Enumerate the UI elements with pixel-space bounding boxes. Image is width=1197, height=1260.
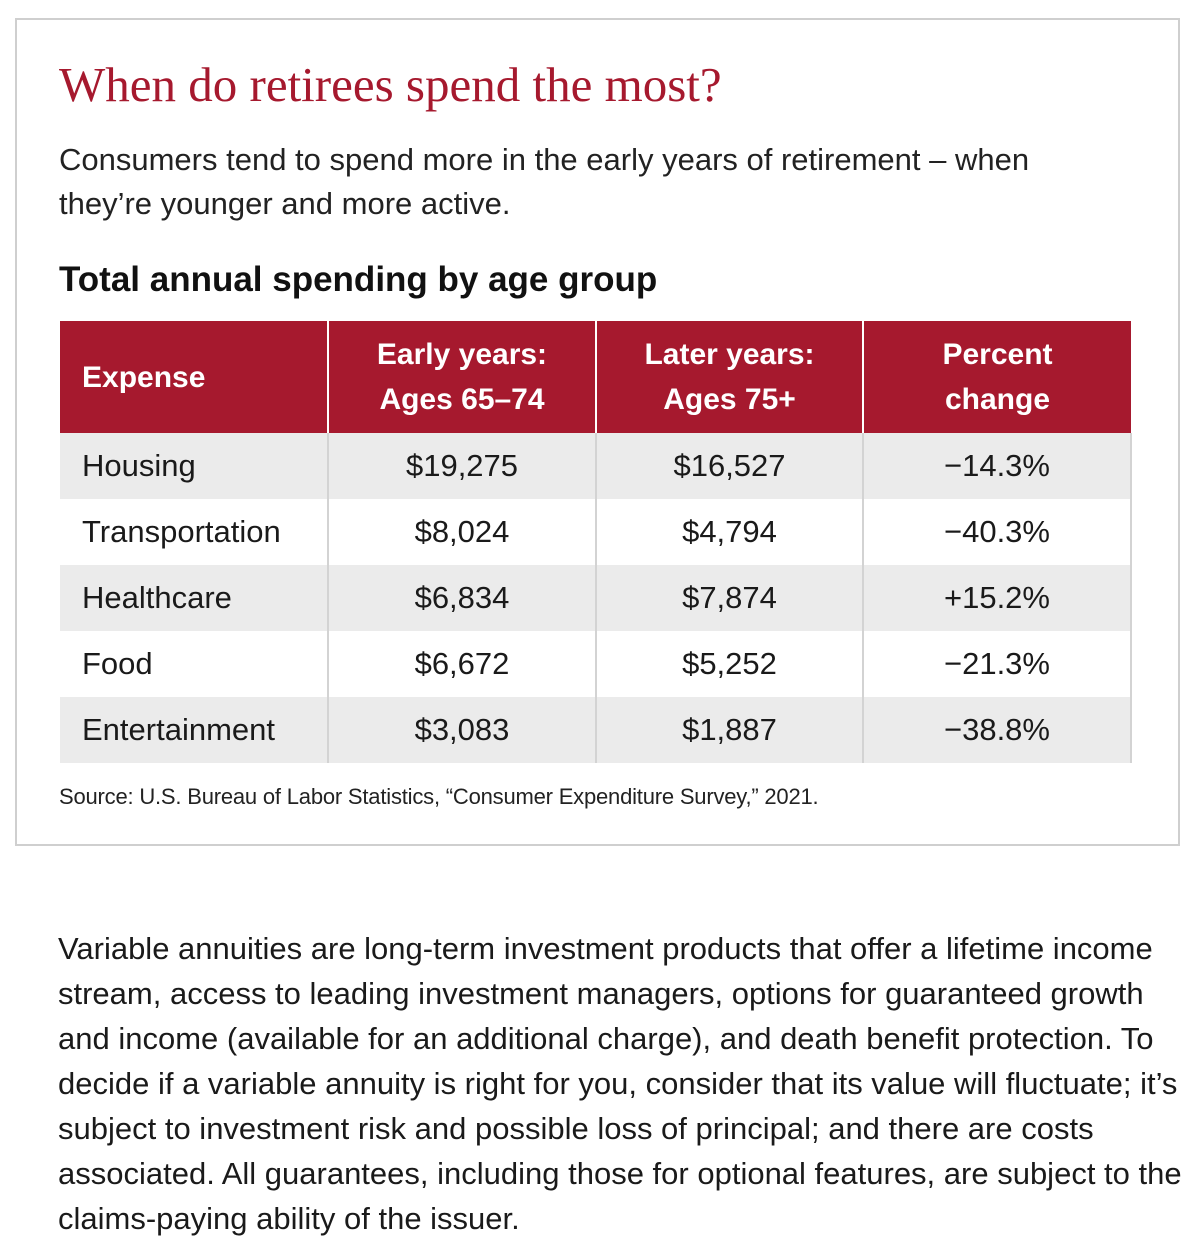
cell-expense: Entertainment	[60, 697, 328, 763]
header-early-years-line1: Early years:	[376, 338, 548, 371]
header-percent-change-line2: change	[944, 383, 1051, 416]
cell-early-years: $8,024	[327, 499, 596, 565]
cell-early-years: $3,083	[327, 697, 596, 763]
table-row-entertainment: Entertainment $3,083 $1,887 −38.8%	[60, 697, 1132, 763]
header-row: Expense Early years: Ages 65–74 Later ye…	[60, 321, 1131, 433]
disclaimer-text: Variable annuities are long-term investm…	[58, 931, 1182, 1236]
spending-card: When do retirees spend the most? Consume…	[15, 18, 1180, 846]
header-percent-change-line1: Percent	[942, 338, 1053, 371]
card-subtitle: Consumers tend to spend more in the earl…	[59, 142, 1030, 221]
card-title: When do retirees spend the most?	[59, 57, 722, 112]
cell-expense: Housing	[60, 433, 328, 499]
table-title: Total annual spending by age group	[59, 260, 658, 299]
spending-table: Expense Early years: Ages 65–74 Later ye…	[60, 321, 1132, 763]
header-expense: Expense	[60, 321, 328, 433]
table-row-healthcare: Healthcare $6,834 $7,874 +15.2%	[60, 565, 1132, 631]
cell-early-years: $6,834	[327, 565, 596, 631]
header-percent-change: Percent change	[862, 321, 1131, 433]
cell-later-years: $5,252	[595, 631, 863, 697]
table-body: Housing $19,275 $16,527 −14.3% Transport…	[60, 433, 1132, 763]
cell-expense: Food	[60, 631, 328, 697]
cell-percent-change: −38.8%	[862, 697, 1132, 763]
header-later-years-line1: Later years:	[644, 338, 815, 371]
table-row-food: Food $6,672 $5,252 −21.3%	[60, 631, 1132, 697]
cell-percent-change: −14.3%	[862, 433, 1132, 499]
cell-later-years: $4,794	[595, 499, 863, 565]
header-early-years-line2: Ages 65–74	[379, 383, 545, 416]
cell-expense: Healthcare	[60, 565, 328, 631]
table-header: Expense Early years: Ages 65–74 Later ye…	[60, 321, 1131, 433]
header-later-years-line2: Ages 75+	[663, 383, 796, 416]
cell-early-years: $6,672	[327, 631, 596, 697]
table-row-housing: Housing $19,275 $16,527 −14.3%	[60, 433, 1132, 499]
cell-percent-change: −40.3%	[862, 499, 1132, 565]
header-later-years: Later years: Ages 75+	[595, 321, 863, 433]
cell-later-years: $16,527	[595, 433, 863, 499]
cell-early-years: $19,275	[327, 433, 596, 499]
cell-later-years: $7,874	[595, 565, 863, 631]
table-row-transportation: Transportation $8,024 $4,794 −40.3%	[60, 499, 1132, 565]
source-note: Source: U.S. Bureau of Labor Statistics,…	[59, 784, 819, 809]
cell-percent-change: +15.2%	[862, 565, 1132, 631]
cell-later-years: $1,887	[595, 697, 863, 763]
header-expense-label: Expense	[82, 360, 206, 394]
header-early-years: Early years: Ages 65–74	[327, 321, 596, 433]
cell-percent-change: −21.3%	[862, 631, 1132, 697]
cell-expense: Transportation	[60, 499, 328, 565]
